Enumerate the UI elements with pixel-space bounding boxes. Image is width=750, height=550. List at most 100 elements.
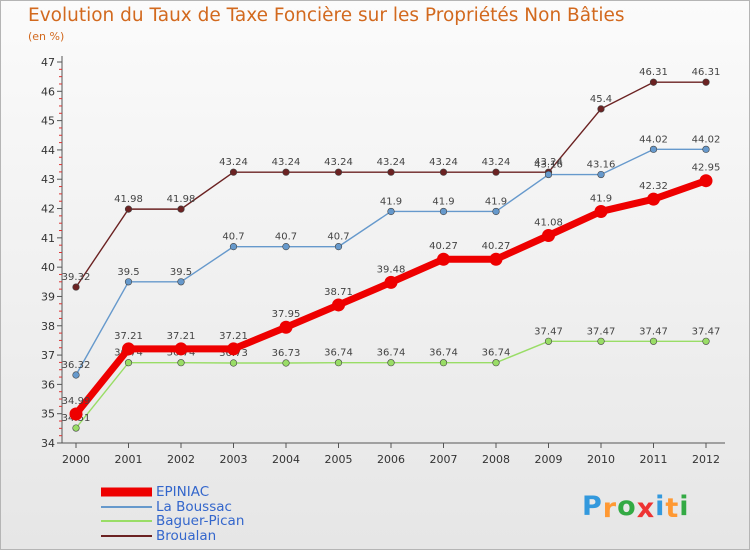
legend-label: Broualan xyxy=(156,527,217,544)
chart-subtitle: (en %) xyxy=(28,30,65,43)
data-label: 34.99 xyxy=(62,396,91,407)
data-label: 40.7 xyxy=(222,232,244,243)
x-tick-label: 2008 xyxy=(482,453,510,466)
y-tick-label: 35 xyxy=(41,408,55,421)
data-point xyxy=(492,207,500,216)
logo-letter: o xyxy=(617,491,637,522)
data-point xyxy=(177,278,185,286)
legend-swatch xyxy=(101,534,152,537)
y-tick-label: 43 xyxy=(41,173,55,186)
data-point xyxy=(124,278,133,286)
data-label: 37.21 xyxy=(167,331,196,342)
x-tick-label: 2012 xyxy=(692,453,720,466)
data-point xyxy=(492,359,500,367)
data-point xyxy=(124,359,133,367)
y-tick-label: 44 xyxy=(41,144,55,157)
data-point xyxy=(229,243,238,251)
logo-letter: x xyxy=(636,493,656,524)
y-tick-label: 45 xyxy=(41,115,55,128)
data-point xyxy=(439,168,448,176)
data-point xyxy=(544,337,553,345)
data-point xyxy=(334,359,343,367)
data-label: 40.27 xyxy=(429,241,458,252)
legend-swatch xyxy=(101,520,152,523)
legend-label: Baguer-Pican xyxy=(156,513,245,529)
data-point xyxy=(282,168,290,176)
x-tick-label: 2011 xyxy=(640,453,668,466)
data-point xyxy=(649,337,658,345)
data-point xyxy=(177,205,185,213)
data-point xyxy=(702,145,710,153)
data-point xyxy=(649,78,658,86)
data-label: 41.9 xyxy=(485,196,507,207)
data-label: 43.24 xyxy=(272,157,301,168)
data-label: 42.95 xyxy=(692,163,721,174)
data-point xyxy=(279,320,293,334)
legend-swatch xyxy=(101,487,152,497)
data-point xyxy=(229,168,238,176)
data-label: 37.47 xyxy=(534,326,563,337)
data-label: 36.32 xyxy=(62,360,91,371)
data-point xyxy=(489,252,503,266)
data-point xyxy=(699,174,713,188)
data-label: 37.47 xyxy=(692,326,721,337)
data-label: 40.7 xyxy=(327,232,349,243)
data-point xyxy=(597,105,605,113)
x-tick-label: 2003 xyxy=(220,453,248,466)
data-label: 36.74 xyxy=(429,348,458,359)
legend-swatch xyxy=(101,505,152,508)
x-tick-label: 2006 xyxy=(377,453,405,466)
data-point xyxy=(227,342,240,356)
series-line-broualan xyxy=(75,81,707,288)
data-point xyxy=(69,407,83,421)
data-label: 39.48 xyxy=(377,264,406,275)
proxiti-logo: Proxiti xyxy=(582,491,690,524)
chart-title: Evolution du Taux de Taxe Foncière sur l… xyxy=(28,5,625,26)
data-point xyxy=(177,359,185,367)
data-point xyxy=(384,275,398,289)
data-label: 36.74 xyxy=(377,348,406,359)
data-label: 43.16 xyxy=(587,160,616,171)
data-label: 44.02 xyxy=(692,134,721,145)
x-tick-label: 2010 xyxy=(587,453,615,466)
data-label: 42.32 xyxy=(639,181,668,192)
data-label: 45.4 xyxy=(590,94,612,105)
data-point xyxy=(72,424,80,432)
logo-letter: r xyxy=(602,493,618,524)
data-label: 41.9 xyxy=(432,196,454,207)
data-point xyxy=(702,78,710,86)
y-tick-label: 34 xyxy=(41,437,55,450)
x-tick-label: 2000 xyxy=(62,453,90,466)
y-tick-label: 46 xyxy=(41,85,55,98)
y-tick-label: 39 xyxy=(41,290,55,303)
data-label: 36.73 xyxy=(272,348,301,359)
data-label: 39.5 xyxy=(170,267,192,278)
logo-letter: i xyxy=(679,491,690,522)
data-label: 43.24 xyxy=(534,157,563,168)
data-label: 43.16 xyxy=(534,160,563,171)
y-tick-label: 47 xyxy=(41,56,55,69)
data-point xyxy=(544,170,553,179)
data-label: 37.47 xyxy=(587,326,616,337)
data-point xyxy=(229,359,238,367)
data-label: 41.98 xyxy=(167,194,196,205)
y-tick-label: 38 xyxy=(41,320,55,333)
data-point xyxy=(174,342,188,356)
data-point xyxy=(387,168,395,176)
data-label: 36.74 xyxy=(324,348,353,359)
data-point xyxy=(124,205,133,213)
logo-letter: P xyxy=(582,491,603,522)
data-label: 37.95 xyxy=(272,309,301,320)
data-label: 41.9 xyxy=(590,193,612,204)
x-tick-label: 2007 xyxy=(430,453,458,466)
y-tick-label: 37 xyxy=(41,349,55,362)
data-point xyxy=(439,359,448,367)
x-tick-label: 2001 xyxy=(115,453,143,466)
data-label: 43.24 xyxy=(377,157,406,168)
legend-label: La Boussac xyxy=(156,498,232,515)
data-point xyxy=(542,229,555,243)
y-tick-label: 41 xyxy=(41,232,55,245)
series-line-epiniac xyxy=(72,177,710,418)
data-label: 46.31 xyxy=(692,67,721,78)
